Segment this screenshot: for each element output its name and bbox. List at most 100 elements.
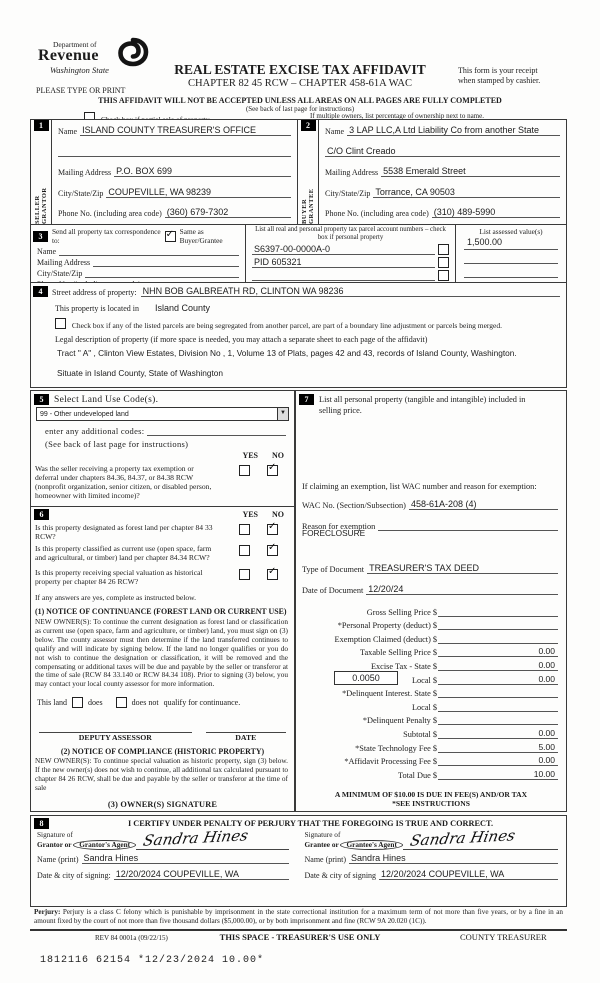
fee-amount-field[interactable] — [438, 710, 558, 712]
land-prefix-label: This land — [37, 698, 67, 708]
seller-phone-field[interactable]: (360) 679-7302 — [164, 207, 291, 218]
fee-label: *Affidavit Processing Fee — [344, 757, 431, 767]
question-text: Is this property classified as current u… — [35, 544, 212, 562]
located-in-value[interactable]: Island County — [154, 303, 211, 313]
legal-description-value[interactable]: Tract " A" , Clinton View Estates, Divis… — [57, 348, 517, 358]
grantor-print-name-field[interactable]: Sandra Hines — [81, 853, 289, 864]
wac-label: WAC No. (Section/Subsection) — [302, 501, 406, 510]
fee-label: Gross Selling Price — [366, 607, 431, 617]
seller-name-field[interactable]: ISLAND COUNTY TREASURER'S OFFICE — [80, 125, 291, 136]
revenue-swirl-icon — [118, 37, 149, 67]
situate-value: Situate in Island County, State of Washi… — [57, 368, 224, 378]
does-label: does — [88, 698, 103, 708]
street-address-field[interactable]: NHN BOB GALBREATH RD, CLINTON WA 98236 — [140, 286, 560, 297]
grantee-print-name-field[interactable]: Sandra Hines — [349, 853, 558, 864]
corr-mailing-field[interactable] — [93, 256, 239, 267]
assessed-value-field[interactable] — [464, 250, 558, 264]
s5-yes-checkbox[interactable] — [239, 465, 250, 476]
seller-mailing-field[interactable]: P.O. BOX 699 — [114, 166, 291, 177]
same-as-buyer-checkbox[interactable] — [164, 229, 176, 242]
fee-amount-field[interactable] — [438, 724, 558, 726]
section-2-side-label-2: GRANTEE — [308, 188, 315, 224]
dollar-sign: $ — [432, 689, 437, 699]
dollar-sign: $ — [432, 621, 437, 631]
q1-no-checkbox[interactable] — [267, 543, 278, 556]
fee-amount-field[interactable] — [438, 629, 558, 631]
dollar-sign: $ — [432, 634, 437, 644]
seller-name-field-2[interactable] — [58, 146, 291, 157]
date-of-document-field[interactable]: 12/20/24 — [366, 584, 558, 595]
q0-no-checkbox[interactable] — [267, 522, 278, 535]
segregated-checkbox[interactable] — [55, 318, 66, 329]
wac-field[interactable]: 458-61A-208 (4) — [408, 499, 558, 510]
fee-amount-field[interactable] — [438, 697, 558, 699]
section-1-side-label-1: SELLER — [34, 195, 41, 224]
fee-amount-field[interactable]: 10.00 — [438, 769, 558, 780]
question-text: Is this property designated as forest la… — [35, 523, 213, 541]
parcel-number-field[interactable] — [252, 270, 435, 281]
q2-no-checkbox[interactable] — [267, 567, 278, 580]
legal-description-label: Legal description of property (if more s… — [55, 335, 428, 344]
fee-amount-field[interactable]: 0.00 — [438, 646, 558, 658]
s5-no-checkbox[interactable] — [267, 463, 278, 476]
fee-amount-field[interactable] — [438, 615, 558, 617]
section-8: 8 I CERTIFY UNDER PENALTY OF PERJURY THA… — [30, 815, 567, 907]
section-1-side-label-2: GRANTOR — [41, 187, 48, 224]
section-6-question-row: Is this property receiving special valua… — [35, 567, 290, 586]
assessed-value-field[interactable]: 1,500.00 — [464, 236, 558, 250]
section-6-question-row: Is this property designated as forest la… — [35, 522, 290, 541]
buyer-name-field-2[interactable]: C/O Clint Creado — [325, 146, 560, 157]
q1-yes-checkbox[interactable] — [239, 545, 250, 556]
land-use-code-dropdown[interactable]: 99 - Other undeveloped land ▼ — [36, 407, 289, 421]
form-chapter: CHAPTER 82 45 RCW – CHAPTER 458-61A WAC — [188, 78, 412, 89]
deputy-assessor-signature-line[interactable] — [39, 720, 192, 734]
fee-label: Local — [411, 702, 431, 712]
q2-yes-checkbox[interactable] — [239, 569, 250, 580]
land-does-checkbox[interactable] — [72, 697, 83, 709]
fee-amount-field[interactable]: 0.00 — [438, 674, 558, 685]
grantee-agent-label: Grantee's Agent — [340, 839, 403, 850]
buyer-csz-label: City/State/Zip — [325, 188, 371, 198]
grantee-signature-label: Signature of Grantee or Grantee's Agent — [305, 830, 403, 850]
buyer-name-field[interactable]: 3 LAP LLC,A Ltd Liability Co from anothe… — [347, 125, 560, 136]
section-1-seller: 1 SELLER GRANTOR Name ISLAND COUNTY TREA… — [30, 119, 298, 225]
grantor-or-label: Grantor or — [37, 839, 72, 849]
see-back-note: (See back of last page for instructions) — [245, 105, 355, 113]
buyer-phone-field[interactable]: (310) 489-5990 — [431, 207, 560, 218]
type-of-document-field[interactable]: TREASURER'S TAX DEED — [367, 563, 558, 574]
grantee-signature-line[interactable]: Sandra Hines — [402, 826, 558, 850]
parcel-2-personal-checkbox[interactable] — [438, 270, 449, 281]
fee-table: Gross Selling Price $ *Personal Property … — [296, 603, 566, 780]
parcel-0-personal-checkbox[interactable] — [438, 244, 449, 255]
buyer-mailing-field[interactable]: 5538 Emerald Street — [381, 166, 560, 177]
please-type-note: PLEASE TYPE OR PRINT — [36, 86, 126, 95]
buyer-csz-field[interactable]: Torrance, CA 90503 — [373, 187, 560, 198]
land-does-not-checkbox[interactable] — [115, 697, 127, 709]
dropdown-arrow-icon[interactable]: ▼ — [277, 408, 288, 420]
q0-yes-checkbox[interactable] — [239, 524, 250, 535]
fee-amount-field[interactable]: 0.00 — [438, 728, 558, 739]
deputy-date-line[interactable] — [205, 720, 286, 734]
multiple-owners-note: If multiple owners, list percentage of o… — [310, 112, 484, 120]
seller-csz-field[interactable]: COUPEVILLE, WA 98239 — [106, 187, 291, 198]
local-rate-box[interactable]: 0.0050 — [334, 670, 398, 685]
fee-amount-field[interactable]: 0.00 — [438, 755, 558, 767]
additional-codes-field[interactable] — [147, 425, 286, 436]
parcel-number-field[interactable]: S6397-00-0000A-0 — [252, 244, 435, 255]
located-in-label: This property is located in — [55, 304, 139, 313]
fee-amount-field[interactable] — [438, 642, 558, 644]
corr-csz-field[interactable] — [85, 267, 239, 278]
seller-phone-label: Phone No. (including area code) — [58, 209, 162, 218]
grantor-date-city-field[interactable]: 12/20/2024 COUPEVILLE, WA — [113, 869, 289, 880]
fee-amount-field[interactable]: 0.00 — [438, 660, 558, 671]
assessed-value-field[interactable] — [464, 264, 558, 278]
dollar-sign: $ — [432, 661, 437, 671]
corr-name-field[interactable] — [59, 245, 239, 256]
see-instructions-note: *SEE INSTRUCTIONS — [392, 798, 470, 808]
parcel-number-field[interactable]: PID 605321 — [252, 257, 435, 268]
reason-field[interactable] — [378, 520, 558, 531]
parcel-1-personal-checkbox[interactable] — [438, 257, 449, 268]
grantee-date-city-field[interactable]: 12/20/2024 COUPEVILLE, WA — [379, 869, 558, 880]
fee-amount-field[interactable]: 5.00 — [438, 742, 558, 753]
grantor-signature-line[interactable]: Sandra Hines — [136, 826, 289, 850]
